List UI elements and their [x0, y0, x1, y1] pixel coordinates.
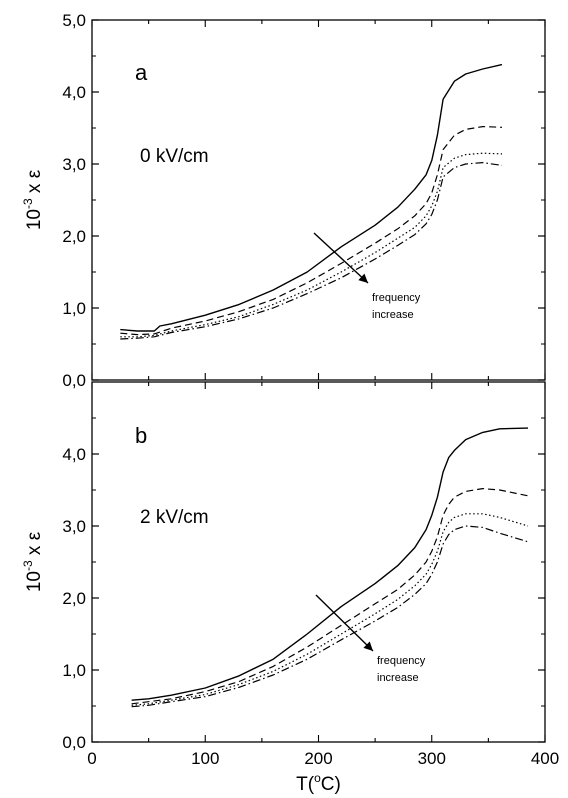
- y-tick-label: 2,0: [62, 227, 86, 246]
- annotation-text: frequency: [372, 292, 421, 304]
- y-tick-label: 4,0: [62, 83, 86, 102]
- series-line-solid: [131, 427, 529, 701]
- y-tick-label: 1,0: [62, 661, 86, 680]
- y-tick-label: 4,0: [62, 445, 86, 464]
- x-tick-label: 300: [418, 749, 446, 768]
- y-axis-title: 10-3 x ε: [21, 531, 45, 592]
- series-line-dotted: [120, 152, 503, 338]
- series-line-dashdot: [120, 162, 503, 340]
- x-tick-label: 100: [191, 749, 219, 768]
- field-label: 2 kV/cm: [140, 507, 209, 528]
- arrow-head-icon: [363, 641, 373, 651]
- series-line-dotted: [131, 513, 529, 706]
- series-line-solid: [120, 63, 503, 332]
- panel-a: 0,0 1,0 2,0 3,0 4,0 5,0 a 0 kV/cm frequency incre…: [21, 11, 546, 390]
- y-tick-label: 1,0: [62, 299, 86, 318]
- y-tick-label: 3,0: [62, 517, 86, 536]
- panel-b: 0,0 1,0 2,0 3,0 4,0 0 100 200 300 400 b 2 kV/cm freq…: [21, 381, 559, 795]
- annotation-text: frequency: [377, 655, 426, 667]
- series-line-dashed: [131, 488, 529, 705]
- x-tick-label: 0: [87, 749, 96, 768]
- y-tick-label: 5,0: [62, 11, 86, 30]
- annotation-text: increase: [372, 309, 414, 321]
- annotation-text: increase: [377, 672, 419, 684]
- y-tick-label: 0,0: [62, 371, 86, 390]
- x-tick-label: 400: [531, 749, 559, 768]
- series-line-dashdot: [131, 525, 529, 708]
- x-axis-title: T(oC): [296, 771, 341, 795]
- arrow-head-icon: [358, 273, 368, 283]
- plot-frame: [91, 381, 546, 743]
- arrow-line: [315, 594, 374, 652]
- field-label: 0 kV/cm: [140, 146, 209, 167]
- y-tick-label: 3,0: [62, 155, 86, 174]
- y-tick-label: 2,0: [62, 589, 86, 608]
- x-tick-label: 200: [304, 749, 332, 768]
- y-tick-label: 0,0: [62, 733, 86, 752]
- panel-letter: a: [135, 60, 148, 85]
- arrow-line: [313, 232, 369, 284]
- panel-letter: b: [135, 423, 147, 448]
- y-axis-title: 10-3 x ε: [21, 169, 45, 230]
- series-line-dashed: [120, 126, 503, 336]
